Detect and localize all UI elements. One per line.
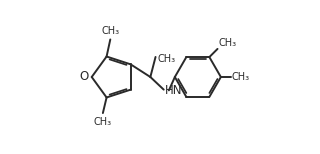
Text: CH₃: CH₃: [232, 72, 250, 82]
Text: CH₃: CH₃: [218, 38, 236, 48]
Text: CH₃: CH₃: [94, 117, 112, 127]
Text: CH₃: CH₃: [101, 26, 119, 36]
Text: HN: HN: [165, 84, 183, 97]
Text: O: O: [80, 71, 89, 83]
Text: CH₃: CH₃: [158, 54, 176, 64]
